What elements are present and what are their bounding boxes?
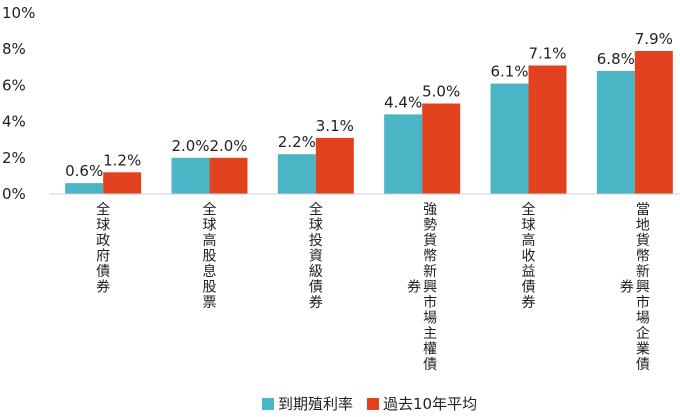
value-label: 1.2% — [103, 151, 141, 169]
y-tick-label: 2% — [2, 149, 26, 167]
y-tick-label: 8% — [2, 40, 26, 58]
x-axis-labels: 全球政府債券全球高股息股票全球投資級債券強勢貨幣新興市場主權債券全球高收益債券當… — [96, 201, 650, 373]
bar — [65, 183, 104, 194]
legend-label-yield: 到期殖利率 — [278, 395, 354, 413]
value-label: 0.6% — [65, 162, 103, 180]
value-label: 7.9% — [635, 30, 673, 48]
value-labels: 0.6%1.2% 2.0% 2.0% 2.2%3.1% 4.4%5.0% 6.1%7.1%… — [65, 30, 673, 180]
value-label: 4.4% — [384, 93, 422, 111]
value-label: 7.1% — [528, 44, 566, 62]
value-label: 2.0% — [209, 137, 247, 155]
x-category-label: 全球高股息股票 — [203, 201, 217, 311]
bar — [528, 65, 567, 195]
legend-item-10yr-average: 過去10年平均 — [367, 393, 477, 414]
bars — [65, 51, 673, 195]
y-tick-label: 0% — [2, 185, 26, 203]
value-label: 5.0% — [422, 83, 460, 101]
bar — [171, 157, 210, 194]
value-label: 3.1% — [316, 117, 354, 135]
y-tick-label: 6% — [2, 76, 26, 94]
legend-swatch-10yr-average — [367, 397, 380, 410]
x-category-label: 全球政府債券 — [96, 201, 110, 296]
bar — [596, 70, 635, 194]
legend-swatch-yield — [262, 397, 274, 410]
bar — [384, 114, 423, 194]
y-tick-label: 4% — [2, 113, 26, 131]
bar — [277, 154, 316, 194]
x-category-label: 券 — [620, 280, 634, 296]
y-axis: 0% 2% 4% 6% 8% 10% — [2, 4, 35, 203]
value-label: 2.0% — [171, 137, 209, 155]
bar — [315, 137, 354, 194]
value-label: 2.2% — [278, 133, 316, 151]
bar — [634, 51, 673, 195]
x-category-label: 當地貨幣新興市場企業債 — [636, 202, 650, 373]
x-category-label: 全球投資級債券 — [309, 201, 323, 311]
y-tick-label: 10% — [2, 4, 35, 22]
x-category-label: 全球高收益債券 — [522, 201, 536, 311]
bar — [103, 172, 142, 194]
x-category-label: 券 — [407, 280, 421, 296]
value-label: 6.8% — [597, 50, 635, 68]
x-category-label: 強勢貨幣新興市場主權債 — [423, 202, 437, 373]
value-label: 6.1% — [490, 63, 528, 81]
legend-label-10yr-average: 過去10年平均 — [383, 395, 478, 413]
bar — [490, 83, 529, 194]
bar — [209, 157, 248, 194]
bar — [422, 103, 461, 194]
legend: 到期殖利率 過去10年平均 — [262, 393, 491, 414]
legend-item-yield: 到期殖利率 — [262, 393, 353, 414]
